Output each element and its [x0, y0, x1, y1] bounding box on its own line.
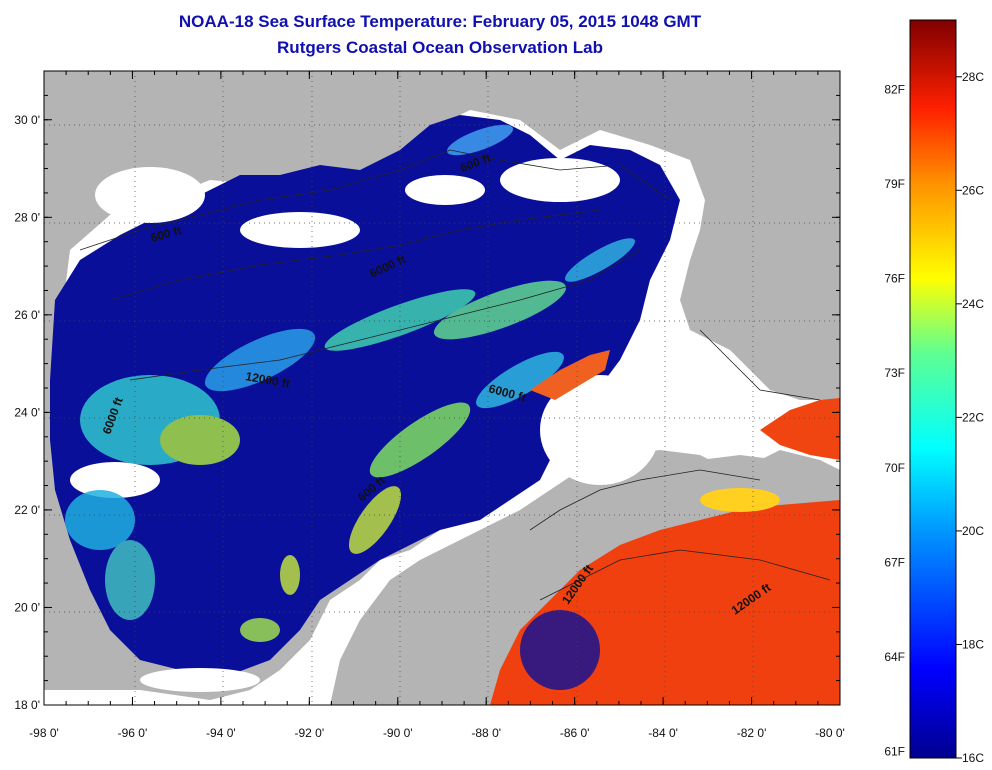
yucatan-peninsula	[330, 450, 790, 705]
warmer-streaks	[65, 124, 635, 642]
y-tick-label: 22 0'	[14, 503, 40, 517]
florida-peninsula	[690, 71, 840, 395]
y-tick-label: 28 0'	[14, 210, 40, 224]
x-tick-label: -90 0'	[383, 726, 413, 740]
cloud-patch	[405, 175, 485, 205]
x-tick-label: -88 0'	[471, 726, 501, 740]
x-tick-label: -92 0'	[295, 726, 325, 740]
warm-shallow-patch	[700, 488, 780, 512]
colorbar-c-label: 24C	[962, 297, 984, 311]
colorbar-c-label: 18C	[962, 637, 984, 651]
y-tick-label: 30 0'	[14, 113, 40, 127]
colorbar-f-label: 82F	[884, 82, 905, 96]
warm-loop-current	[530, 350, 610, 400]
colorbar-f-label: 73F	[884, 366, 905, 380]
colorbar-f-label: 61F	[884, 745, 905, 759]
colorbar-f-label: 70F	[884, 461, 905, 475]
warm-straits-water	[760, 398, 840, 460]
cloud-patch	[500, 158, 620, 202]
x-tick-label: -94 0'	[206, 726, 236, 740]
y-tick-label: 18 0'	[14, 698, 40, 712]
y-tick-label: 20 0'	[14, 600, 40, 614]
colorbar-f-label: 76F	[884, 272, 905, 286]
cold-water-region	[50, 115, 680, 675]
cloud-patch	[70, 462, 160, 498]
colorbar-f-label: 67F	[884, 555, 905, 569]
colorbar-f-label: 79F	[884, 177, 905, 191]
x-tick-label: -82 0'	[737, 726, 767, 740]
colorbar-c-label: 16C	[962, 751, 984, 765]
cloud-patch	[540, 375, 660, 485]
colorbar-c-label: 26C	[962, 183, 984, 197]
x-tick-label: -80 0'	[815, 726, 845, 740]
cloud-patch	[140, 668, 260, 692]
colorbar-celsius-labels: 28C 26C 24C 22C 20C 18C 16C	[956, 70, 984, 765]
x-tick-label: -86 0'	[560, 726, 590, 740]
colorbar-c-label: 20C	[962, 524, 984, 538]
cuba	[660, 455, 840, 505]
x-tick-label: -84 0'	[648, 726, 678, 740]
colorbar-fahrenheit-labels: 82F 79F 76F 73F 70F 67F 64F 61F	[884, 82, 905, 758]
x-axis: -98 0' -96 0' -94 0' -92 0' -90 0' -88 0' -86 …	[29, 71, 845, 740]
x-tick-label: -96 0'	[118, 726, 148, 740]
x-tick-label: -98 0'	[29, 726, 59, 740]
cloud-patch	[240, 212, 360, 248]
cold-patch	[520, 610, 600, 690]
colorbar-c-label: 28C	[962, 70, 984, 84]
y-tick-label: 24 0'	[14, 405, 40, 419]
colorbar	[909, 19, 957, 759]
y-tick-label: 26 0'	[14, 308, 40, 322]
cloud-patch	[95, 167, 205, 223]
y-axis: 30 0' 28 0' 26 0' 24 0' 22 0' 20 0' 18 0'	[14, 70, 840, 712]
colorbar-f-label: 64F	[884, 650, 905, 664]
bathymetry-contours	[79, 149, 831, 601]
map-title: NOAA-18 Sea Surface Temperature: Februar…	[178, 12, 702, 31]
map-subtitle: Rutgers Coastal Ocean Observation Lab	[277, 38, 603, 57]
graticule	[44, 71, 840, 705]
colorbar-c-label: 22C	[962, 410, 984, 424]
